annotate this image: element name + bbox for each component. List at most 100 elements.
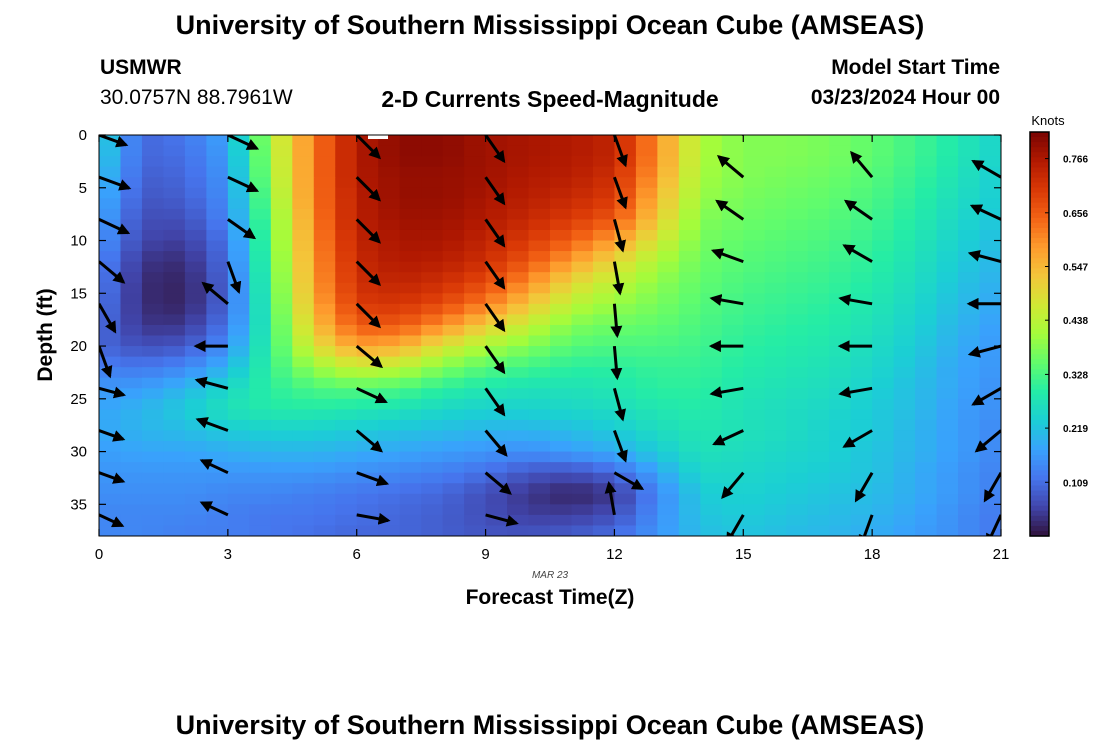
heatmap-cell xyxy=(313,367,336,379)
heatmap-cell xyxy=(464,135,487,147)
heatmap-cell xyxy=(313,282,336,294)
colorbar-segment xyxy=(1030,339,1049,345)
heatmap-cell xyxy=(571,240,594,252)
heatmap-cell xyxy=(528,472,551,484)
heatmap-cell xyxy=(249,219,272,231)
heatmap-cell xyxy=(378,419,401,432)
heatmap-cell xyxy=(850,198,873,210)
colorbar-segment xyxy=(1030,490,1049,497)
current-vector xyxy=(612,219,627,253)
x-tick-label: 9 xyxy=(481,546,489,563)
heatmap-cell xyxy=(421,261,444,273)
heatmap-cell xyxy=(550,346,573,358)
heatmap-cell xyxy=(635,493,658,505)
heatmap-cell xyxy=(507,166,530,178)
heatmap-cell xyxy=(700,514,723,527)
heatmap-cell xyxy=(700,303,723,315)
heatmap-cell xyxy=(227,208,250,221)
heatmap-cell xyxy=(249,335,272,347)
heatmap-cell xyxy=(614,208,637,221)
heatmap-cell xyxy=(936,282,959,294)
heatmap-cell xyxy=(700,229,723,242)
current-vector xyxy=(967,344,1001,358)
heatmap-cell xyxy=(743,388,766,400)
heatmap-cell xyxy=(979,525,1001,536)
heatmap-cell xyxy=(678,324,701,337)
heatmap-cell xyxy=(356,282,379,294)
heatmap-cell xyxy=(743,272,766,284)
heatmap-cell xyxy=(893,145,916,157)
colorbar-segment xyxy=(1030,137,1049,143)
heatmap-cell xyxy=(592,219,616,231)
current-vector xyxy=(484,260,506,290)
heatmap-cell xyxy=(378,462,401,474)
heatmap-cell xyxy=(592,261,616,273)
heatmap-cell xyxy=(936,493,959,505)
heatmap-cell xyxy=(550,451,573,463)
heatmap-cell xyxy=(721,451,744,463)
heatmap-cell xyxy=(120,388,143,400)
heatmap-cell xyxy=(635,261,658,273)
heatmap-cell xyxy=(163,504,186,516)
heatmap-cell xyxy=(378,156,401,168)
heatmap-cell xyxy=(678,156,701,168)
heatmap-cell xyxy=(378,324,401,337)
heatmap-cell xyxy=(614,177,637,189)
heatmap-cell xyxy=(657,472,680,484)
heatmap-cell xyxy=(571,377,594,389)
heatmap-cell xyxy=(764,240,787,252)
heatmap-cell xyxy=(764,303,787,315)
heatmap-cell xyxy=(979,198,1001,210)
heatmap-cell xyxy=(528,356,551,368)
heatmap-cell xyxy=(399,346,422,358)
heatmap-cell xyxy=(313,377,336,389)
heatmap-cell xyxy=(592,514,616,527)
heatmap-cell xyxy=(356,177,379,189)
heatmap-cell xyxy=(442,135,465,147)
heatmap-cell xyxy=(378,504,401,516)
current-vector xyxy=(484,218,506,248)
heatmap-cell xyxy=(141,398,165,410)
heatmap-cell xyxy=(442,493,465,505)
heatmap-cell xyxy=(335,166,358,178)
heatmap-cell xyxy=(893,229,916,242)
heatmap-cell xyxy=(829,346,852,358)
heatmap-cell xyxy=(206,166,229,178)
heatmap-cell xyxy=(528,504,551,516)
heatmap-cell xyxy=(915,462,938,474)
heatmap-cell xyxy=(313,156,336,168)
heatmap-cell xyxy=(979,335,1001,347)
heatmap-cell xyxy=(507,187,530,199)
heatmap-cell xyxy=(872,335,895,347)
heatmap-cell xyxy=(979,135,1001,147)
heatmap-cell xyxy=(614,240,637,252)
heatmap-cell xyxy=(399,251,422,263)
heatmap-cell xyxy=(313,441,336,453)
heatmap-cell xyxy=(958,229,981,242)
heatmap-cell xyxy=(743,367,766,379)
heatmap-cell xyxy=(464,177,487,189)
heatmap-cell xyxy=(829,472,852,484)
heatmap-cell xyxy=(249,324,272,337)
heatmap-cell xyxy=(378,335,401,347)
heatmap-cell xyxy=(421,208,444,221)
heatmap-cell xyxy=(141,145,165,157)
heatmap-cell xyxy=(743,229,766,242)
heatmap-cell xyxy=(270,441,293,453)
current-vector xyxy=(355,429,384,453)
heatmap-cell xyxy=(528,272,551,284)
heatmap-cell xyxy=(850,462,873,474)
heatmap-cell xyxy=(206,335,229,347)
heatmap-cell xyxy=(141,166,165,178)
heatmap-cell xyxy=(227,272,250,284)
heatmap-cell xyxy=(99,483,122,495)
heatmap-cell xyxy=(807,177,830,189)
heatmap-cell xyxy=(872,293,895,305)
heatmap-cell xyxy=(592,472,616,484)
heatmap-cell xyxy=(464,240,487,252)
heatmap-cell xyxy=(872,514,895,527)
heatmap-cell xyxy=(421,377,444,389)
heatmap-cell xyxy=(829,504,852,516)
heatmap-cell xyxy=(249,135,272,147)
x-tick-label: 6 xyxy=(353,546,361,563)
